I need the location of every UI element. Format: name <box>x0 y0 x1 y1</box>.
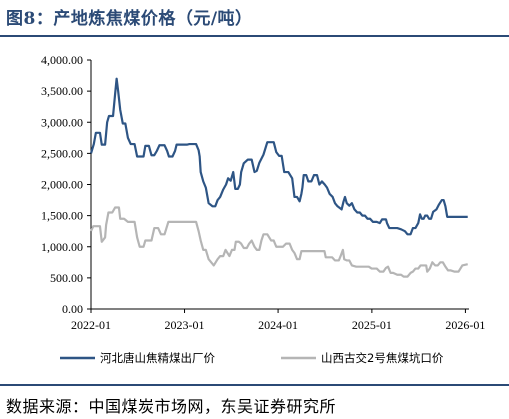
y-tick-label: 1,000.00 <box>41 240 83 254</box>
y-tick-label: 2,000.00 <box>41 178 83 192</box>
x-tick-label: 2026-01 <box>445 318 485 332</box>
series-layer <box>89 77 468 278</box>
y-tick-label: 0.00 <box>62 302 83 316</box>
series-line-1 <box>89 77 468 236</box>
source-divider <box>0 384 509 386</box>
legend-label-2: 山西古交2号焦煤坑口价 <box>321 351 444 365</box>
x-tick-label: 2023-01 <box>165 318 205 332</box>
legend: 河北唐山焦精煤出厂价 山西古交2号焦煤坑口价 <box>60 351 444 365</box>
title-divider <box>0 35 509 37</box>
series-line-2 <box>90 206 468 278</box>
y-tick-label: 2,500.00 <box>41 146 83 160</box>
legend-label-1: 河北唐山焦精煤出厂价 <box>100 351 215 365</box>
data-source-note: 数据来源：中国煤炭市场网，东吴证券研究所 <box>6 397 337 416</box>
y-tick-label: 1,500.00 <box>41 209 83 223</box>
y-tick-label: 3,000.00 <box>41 115 83 129</box>
y-axis: 0.00 500.00 1,000.00 1,500.00 2,000.00 2,500.… <box>41 53 92 316</box>
y-tick-label: 3,500.00 <box>41 84 83 98</box>
price-line-chart: 0.00 500.00 1,000.00 1,500.00 2,000.00 2,500.… <box>41 53 485 365</box>
x-tick-label: 2022-01 <box>71 318 111 332</box>
x-tick-label: 2025-01 <box>352 318 392 332</box>
x-tick-label: 2024-01 <box>258 318 298 332</box>
y-tick-label: 500.00 <box>50 271 83 285</box>
x-axis: 2022-01 2023-01 2024-01 2025-01 2026-01 <box>71 308 485 332</box>
y-tick-label: 4,000.00 <box>41 53 83 67</box>
page-title: 图8：产地炼焦煤价格（元/吨） <box>6 9 253 29</box>
